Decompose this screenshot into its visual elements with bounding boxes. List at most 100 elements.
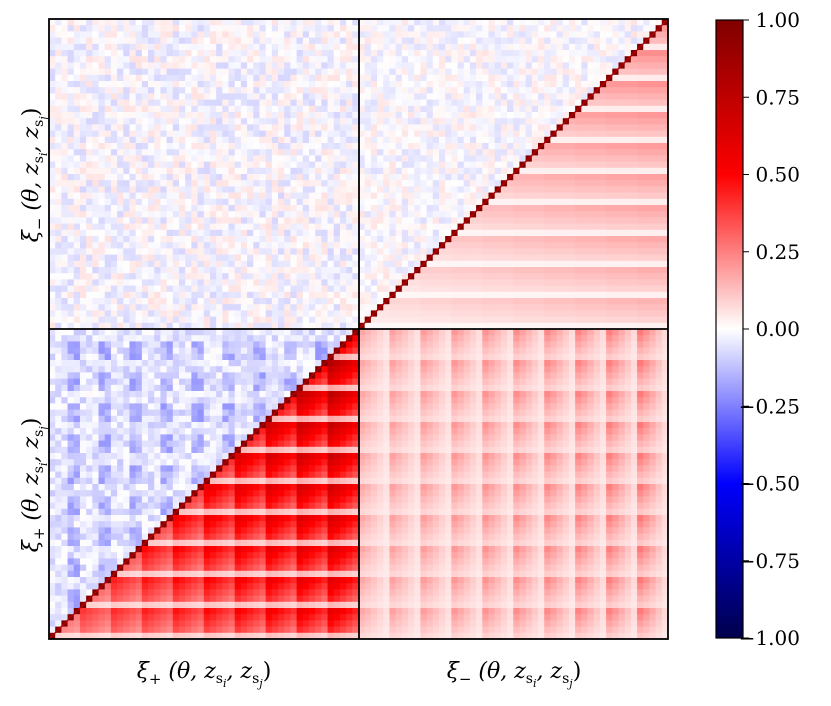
matrix-cell [482, 136, 489, 144]
matrix-cell [401, 149, 409, 156]
matrix-cell [160, 167, 168, 175]
matrix-cell [73, 254, 81, 262]
matrix-cell [637, 316, 644, 324]
matrix-cell [123, 229, 130, 237]
matrix-cell [197, 229, 205, 237]
matrix-cell [172, 37, 180, 45]
matrix-cell [296, 68, 304, 76]
matrix-cell [110, 118, 118, 125]
matrix-cell [383, 81, 390, 88]
matrix-cell [86, 136, 93, 144]
matrix-cell [284, 143, 291, 150]
matrix-cell [476, 87, 483, 94]
matrix-cell [117, 192, 124, 200]
matrix-cell [358, 316, 366, 324]
matrix-cell [172, 99, 180, 107]
matrix-cell [383, 87, 390, 94]
matrix-cell [352, 285, 359, 293]
matrix-cell [123, 310, 130, 317]
matrix-cell [445, 260, 452, 268]
matrix-cell [568, 43, 576, 51]
matrix-cell [587, 174, 595, 181]
matrix-cell [154, 74, 161, 82]
matrix-cell [525, 62, 533, 69]
matrix-cell [370, 322, 378, 330]
matrix-cell [247, 180, 254, 187]
matrix-cell [500, 304, 508, 311]
matrix-cell [624, 298, 632, 305]
matrix-cell [148, 167, 155, 175]
matrix-cell [519, 211, 527, 218]
matrix-cell [61, 192, 68, 200]
matrix-cell [191, 105, 198, 113]
matrix-cell [519, 267, 527, 274]
matrix-cell [538, 180, 545, 187]
matrix-cell [599, 316, 607, 324]
matrix-cell [599, 155, 607, 162]
matrix-cell [308, 186, 316, 193]
matrix-cell [463, 161, 471, 169]
matrix-cell [469, 99, 477, 107]
matrix-cell [513, 87, 520, 94]
matrix-cell [61, 304, 68, 311]
matrix-cell [556, 198, 564, 206]
matrix-cell [61, 285, 68, 293]
matrix-cell [389, 279, 397, 286]
matrix-cell [67, 87, 75, 94]
matrix-cell [247, 99, 254, 107]
matrix-cell [67, 74, 75, 82]
matrix-cell [395, 298, 403, 305]
matrix-cell [234, 112, 242, 119]
matrix-cell [624, 291, 632, 299]
matrix-cell [228, 112, 236, 119]
matrix-cell [290, 322, 297, 330]
matrix-cell [222, 248, 229, 255]
matrix-cell [513, 205, 520, 212]
matrix-cell [352, 93, 359, 100]
matrix-cell [581, 81, 588, 88]
matrix-cell [426, 316, 434, 324]
matrix-cell [222, 31, 229, 38]
matrix-cell [104, 37, 112, 45]
matrix-cell [488, 161, 496, 169]
matrix-cell [414, 174, 421, 181]
matrix-cell [302, 310, 310, 317]
matrix-cell [575, 93, 582, 100]
matrix-cell [352, 260, 359, 268]
matrix-cell [469, 273, 477, 280]
matrix-cell [482, 211, 489, 218]
matrix-cell [661, 155, 669, 162]
matrix-cell [364, 279, 372, 286]
matrix-cell [55, 118, 62, 125]
matrix-cell [302, 68, 310, 76]
matrix-cell [129, 87, 137, 94]
matrix-cell [154, 298, 161, 305]
matrix-cell [568, 248, 576, 255]
matrix-cell [265, 316, 273, 324]
matrix-cell [649, 248, 657, 255]
matrix-cell [358, 298, 366, 305]
matrix-cell [234, 74, 242, 82]
matrix-cell [655, 37, 663, 45]
matrix-cell [296, 267, 304, 274]
matrix-cell [488, 130, 496, 138]
matrix-cell [500, 260, 508, 268]
matrix-cell [302, 74, 310, 82]
matrix-cell [612, 50, 619, 57]
matrix-cell [420, 236, 427, 243]
matrix-cell [661, 217, 669, 224]
matrix-cell [494, 273, 502, 280]
matrix-cell [197, 81, 205, 88]
matrix-cell [630, 68, 638, 76]
matrix-cell [110, 149, 118, 156]
matrix-cell [302, 267, 310, 274]
matrix-cell [141, 112, 149, 119]
matrix-cell [451, 118, 458, 125]
matrix-cell [49, 285, 56, 293]
matrix-cell [377, 50, 384, 57]
matrix-cell [315, 242, 322, 249]
matrix-cell [327, 93, 335, 100]
matrix-cell [123, 322, 130, 330]
matrix-cell [135, 198, 143, 206]
matrix-cell [544, 105, 551, 113]
